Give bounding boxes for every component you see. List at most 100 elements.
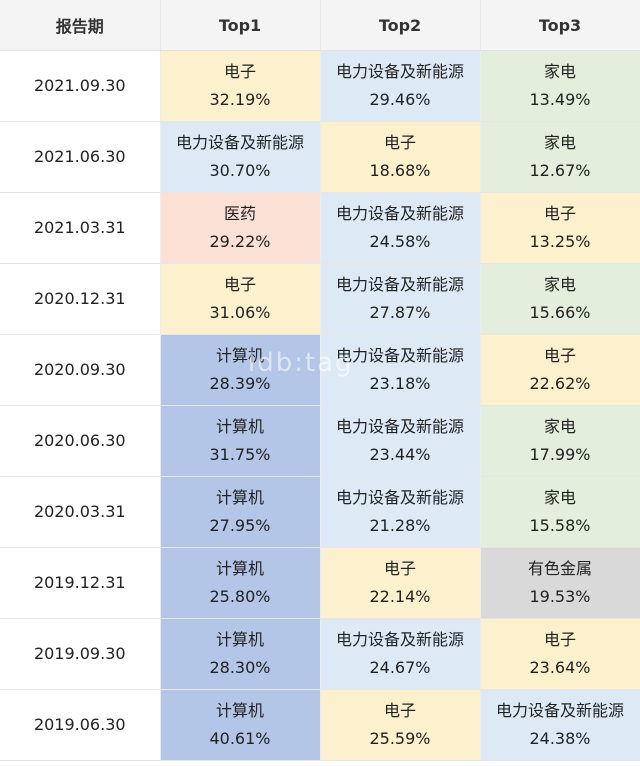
top2-cell: 电子 22.14% [320, 547, 481, 619]
industry-name: 电力设备及新能源 [335, 346, 464, 365]
industry-name: 家电 [543, 62, 576, 81]
report-date-cell: 2020.03.31 [0, 476, 161, 548]
top3-cell: 家电 15.58% [480, 476, 640, 548]
industry-name: 计算机 [215, 488, 264, 507]
table-row: 2021.03.31 医药 29.22% 电力设备及新能源 24.58% 电子 13.25% [0, 192, 640, 264]
industry-weight: 19.53% [529, 587, 591, 606]
table-body: 2021.09.30 电子 32.19% 电力设备及新能源 29.46% 家电 13.49%… [0, 50, 640, 761]
industry-weight: 27.87% [369, 303, 431, 322]
top2-cell: 电子 18.68% [320, 121, 481, 193]
industry-weight: 23.44% [369, 445, 431, 464]
industry-name: 电子 [543, 346, 576, 365]
industry-name: 电力设备及新能源 [335, 204, 464, 223]
top3-cell: 家电 15.66% [480, 263, 640, 335]
industry-weight: 13.25% [529, 232, 591, 251]
industry-name: 电力设备及新能源 [335, 630, 464, 649]
top2-cell: 电力设备及新能源 23.18% [320, 334, 481, 406]
industry-name: 计算机 [215, 701, 264, 720]
top3-cell: 家电 12.67% [480, 121, 640, 193]
top3-cell: 电子 23.64% [480, 618, 640, 690]
industry-name: 医药 [223, 204, 256, 223]
industry-weight: 31.06% [209, 303, 271, 322]
top2-cell: 电力设备及新能源 29.46% [320, 50, 481, 122]
industry-weight: 25.59% [369, 729, 431, 748]
industry-weight: 28.30% [209, 658, 271, 677]
industry-weight: 22.14% [369, 587, 431, 606]
industry-name: 家电 [543, 275, 576, 294]
top1-cell: 电子 32.19% [160, 50, 321, 122]
table-row: 2021.06.30 电力设备及新能源 30.70% 电子 18.68% 家电 12.67% [0, 121, 640, 193]
table-row: 2021.09.30 电子 32.19% 电力设备及新能源 29.46% 家电 13.49% [0, 50, 640, 122]
report-date-cell: 2020.12.31 [0, 263, 161, 335]
report-date-cell: 2020.06.30 [0, 405, 161, 477]
industry-name: 电子 [223, 275, 256, 294]
industry-name: 家电 [543, 488, 576, 507]
table-row: 2019.06.30 计算机 40.61% 电子 25.59% 电力设备及新能源 24.38… [0, 689, 640, 761]
report-date-cell: 2021.03.31 [0, 192, 161, 264]
top3-cell: 家电 17.99% [480, 405, 640, 477]
table-row: 2020.06.30 计算机 31.75% 电力设备及新能源 23.44% 家电 17.99… [0, 405, 640, 477]
top2-cell: 电子 25.59% [320, 689, 481, 761]
industry-weight: 23.64% [529, 658, 591, 677]
report-date-cell: 2021.09.30 [0, 50, 161, 122]
industry-weight: 30.70% [209, 161, 271, 180]
top3-cell: 有色金属 19.53% [480, 547, 640, 619]
industry-name: 电子 [543, 630, 576, 649]
industry-name: 电力设备及新能源 [335, 275, 464, 294]
industry-weight: 24.38% [529, 729, 591, 748]
industry-name: 电子 [383, 559, 416, 578]
report-date-cell: 2019.12.31 [0, 547, 161, 619]
industry-weight: 24.67% [369, 658, 431, 677]
industry-name: 有色金属 [527, 559, 592, 578]
industry-weight: 27.95% [209, 516, 271, 535]
industry-weight: 15.66% [529, 303, 591, 322]
industry-weight: 18.68% [369, 161, 431, 180]
industry-weight: 22.62% [529, 374, 591, 393]
industry-weight: 28.39% [209, 374, 271, 393]
industry-weight: 17.99% [529, 445, 591, 464]
industry-weight: 29.22% [209, 232, 271, 251]
top3-cell: 电子 13.25% [480, 192, 640, 264]
industry-weight: 15.58% [529, 516, 591, 535]
top2-cell: 电力设备及新能源 23.44% [320, 405, 481, 477]
top1-cell: 计算机 27.95% [160, 476, 321, 548]
report-date-cell: 2019.09.30 [0, 618, 161, 690]
industry-name: 家电 [543, 133, 576, 152]
table-row: 2019.12.31 计算机 25.80% 电子 22.14% 有色金属 19.53% [0, 547, 640, 619]
industry-weight: 31.75% [209, 445, 271, 464]
top3-cell: 家电 13.49% [480, 50, 640, 122]
table-row: 2020.09.30 计算机 28.39% 电力设备及新能源 23.18% 电子 22.62… [0, 334, 640, 406]
industry-name: 计算机 [215, 417, 264, 436]
industry-weight: 21.28% [369, 516, 431, 535]
top3-cell: 电力设备及新能源 24.38% [480, 689, 640, 761]
top1-cell: 计算机 31.75% [160, 405, 321, 477]
industry-name: 家电 [543, 417, 576, 436]
industry-name: 电子 [383, 701, 416, 720]
top2-cell: 电力设备及新能源 24.67% [320, 618, 481, 690]
industry-weight: 13.49% [529, 90, 591, 109]
report-date-cell: 2019.06.30 [0, 689, 161, 761]
header-top3: Top3 [480, 0, 640, 51]
industry-weight: 29.46% [369, 90, 431, 109]
industry-weight: 24.58% [369, 232, 431, 251]
industry-weight: 12.67% [529, 161, 591, 180]
header-row: 报告期 Top1 Top2 Top3 [0, 0, 640, 51]
industry-name: 电子 [223, 62, 256, 81]
industry-weight: 25.80% [209, 587, 271, 606]
industry-name: 计算机 [215, 630, 264, 649]
top1-cell: 电子 31.06% [160, 263, 321, 335]
table-header: 报告期 Top1 Top2 Top3 [0, 0, 640, 51]
top1-cell: 计算机 40.61% [160, 689, 321, 761]
top3-cell: 电子 22.62% [480, 334, 640, 406]
top1-cell: 医药 29.22% [160, 192, 321, 264]
industry-name: 电力设备及新能源 [335, 62, 464, 81]
top2-cell: 电力设备及新能源 27.87% [320, 263, 481, 335]
industry-name: 计算机 [215, 346, 264, 365]
table-row: 2020.03.31 计算机 27.95% 电力设备及新能源 21.28% 家电 15.58… [0, 476, 640, 548]
header-top2: Top2 [320, 0, 481, 51]
header-report-period: 报告期 [0, 0, 161, 51]
industry-name: 电力设备及新能源 [175, 133, 304, 152]
header-top1: Top1 [160, 0, 321, 51]
top1-cell: 计算机 28.39% [160, 334, 321, 406]
